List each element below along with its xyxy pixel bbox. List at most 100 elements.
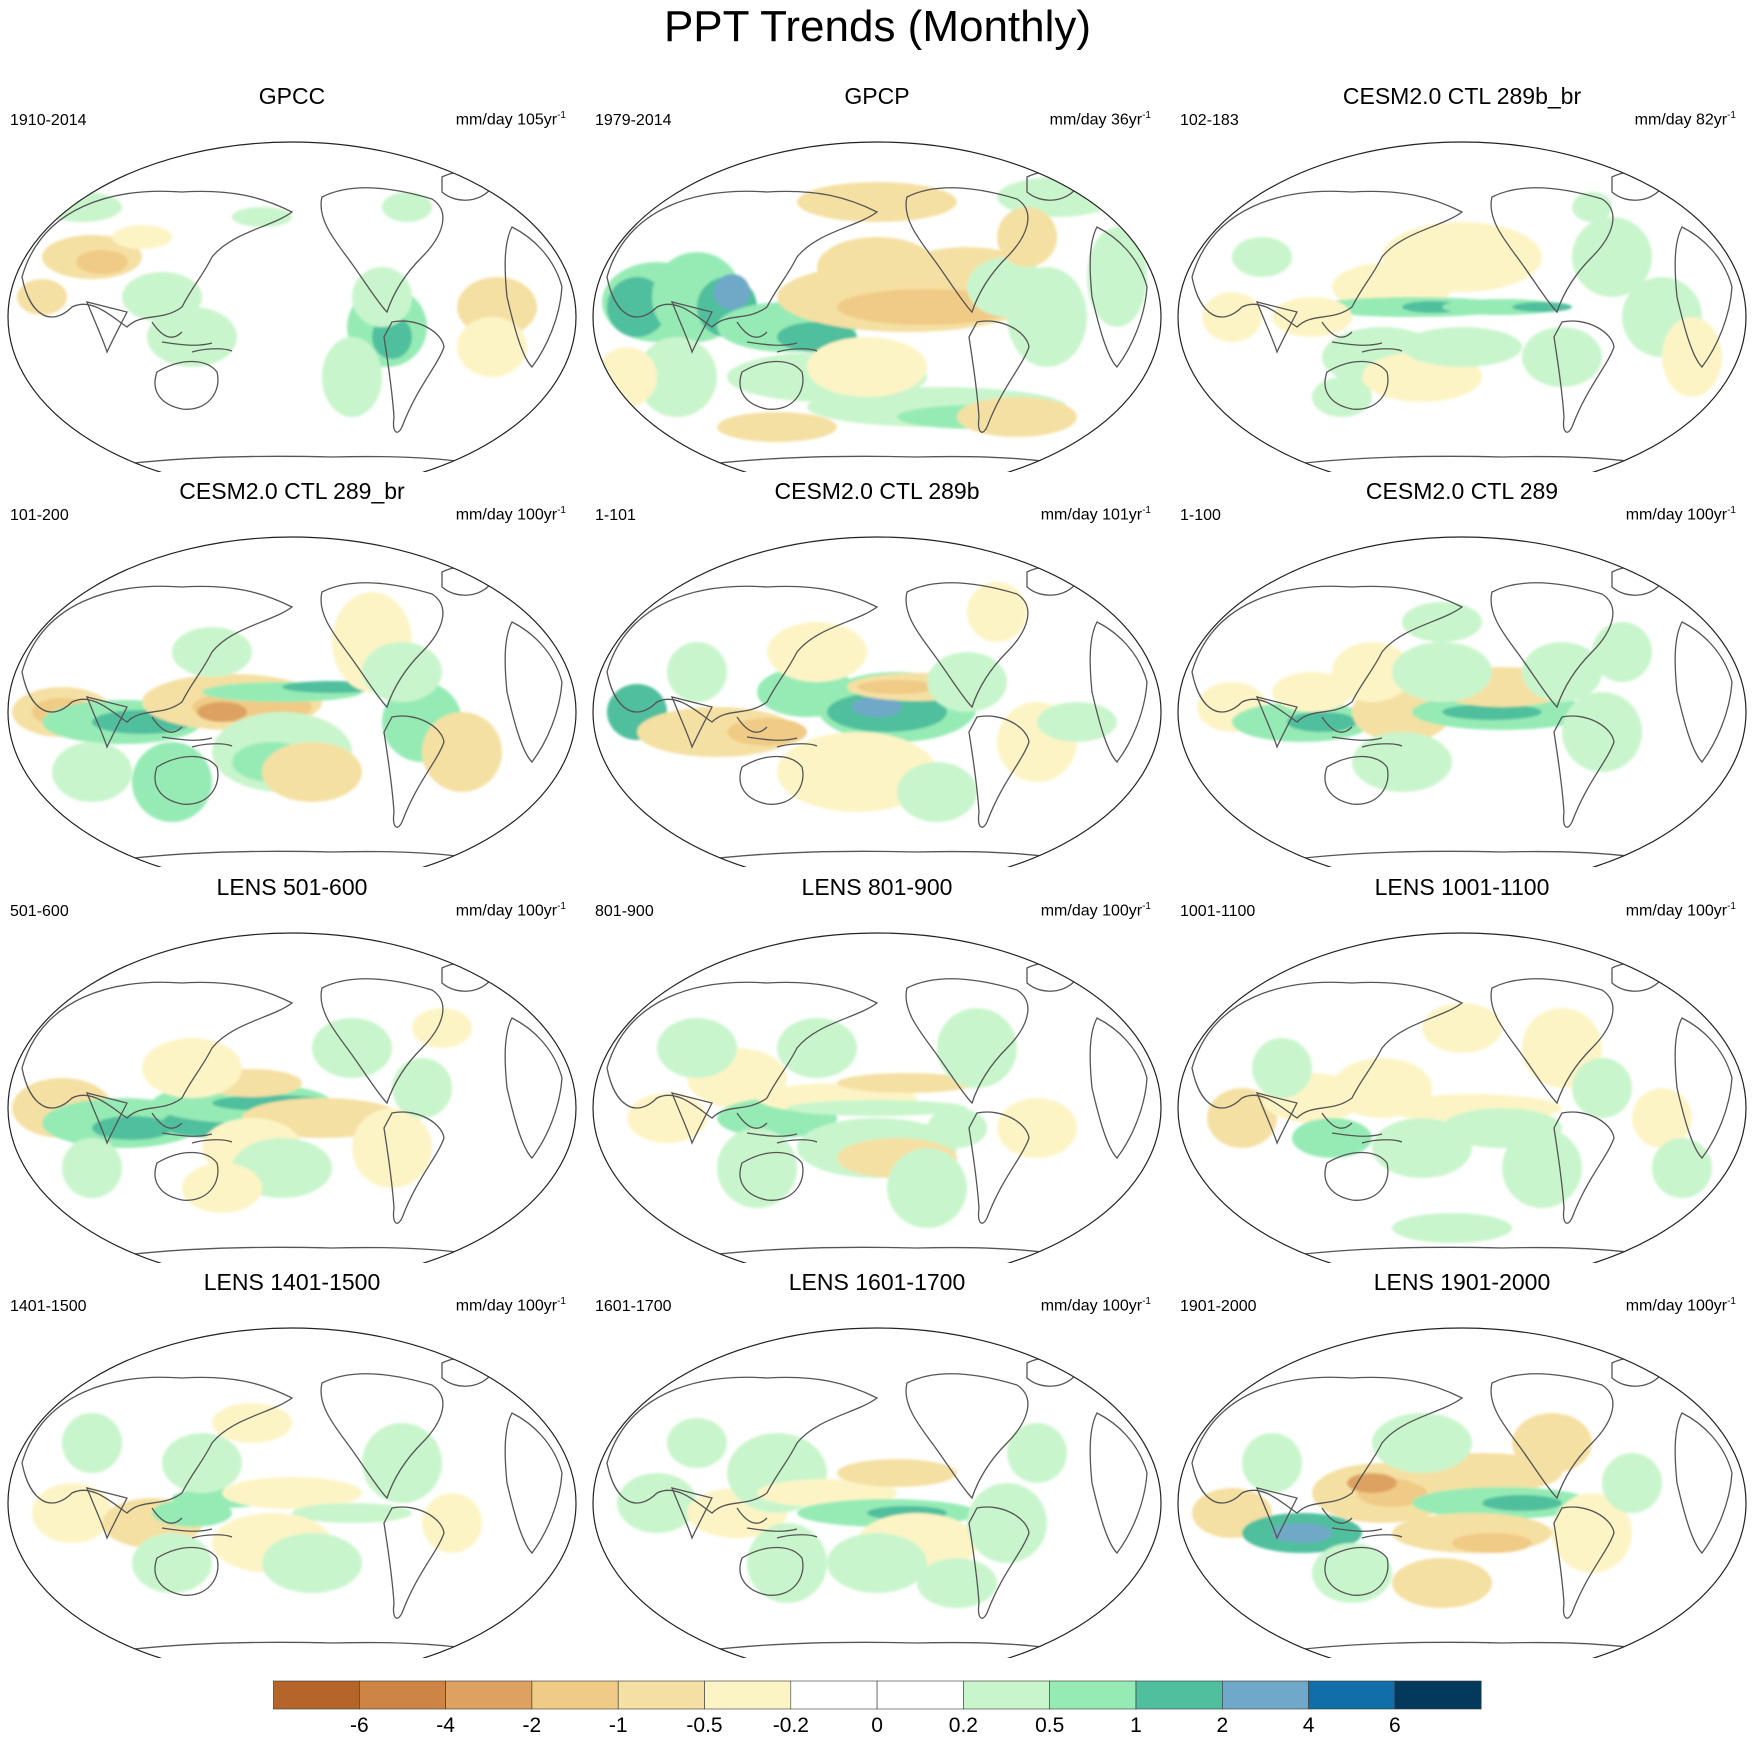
trend-region — [1522, 327, 1602, 387]
coastline — [1255, 1092, 1298, 1145]
units-exponent: -1 — [557, 901, 566, 912]
map-panel: LENS 1401-1500 1401-1500 mm/day 100yr-1 — [0, 1268, 584, 1658]
coastline — [1255, 696, 1298, 749]
coastline — [85, 696, 128, 749]
coastline — [670, 1487, 713, 1540]
map-border — [1177, 536, 1747, 867]
coastline — [504, 1017, 563, 1159]
coastline — [968, 1111, 1030, 1224]
world-map — [7, 1327, 577, 1658]
trend-region — [1602, 1453, 1662, 1513]
map-panel: GPCP 1979-2014 mm/day 36yr-1 — [585, 82, 1169, 472]
coastline — [736, 1112, 818, 1144]
coastline — [383, 1111, 445, 1224]
coastline — [1191, 585, 1464, 723]
trend-region — [957, 397, 1077, 437]
coastline — [21, 981, 294, 1119]
map-border — [1177, 1327, 1747, 1658]
trend-region — [717, 1128, 797, 1208]
trend-region — [457, 317, 527, 377]
map-border — [1177, 141, 1747, 472]
trend-region — [352, 267, 412, 327]
panel-period: 1-101 — [595, 507, 636, 524]
trend-region — [1632, 1088, 1692, 1148]
coastline — [151, 1112, 233, 1144]
coastline — [504, 226, 563, 368]
coastline — [1324, 1546, 1389, 1596]
map-panel: CESM2.0 CTL 289 1-100 mm/day 100yr-1 — [1170, 477, 1754, 867]
units-text: mm/day 101yr — [1040, 506, 1143, 524]
trend-region — [1272, 297, 1352, 337]
panel-units: mm/day 100yr-1 — [1626, 1296, 1736, 1315]
coastline — [606, 981, 879, 1119]
coastline — [736, 321, 818, 353]
trend-region — [1422, 1003, 1502, 1053]
coastline — [1553, 320, 1615, 433]
world-map — [1177, 536, 1747, 867]
panel-units: mm/day 105yr-1 — [456, 110, 566, 129]
colorbar-label: 0.2 — [949, 1714, 978, 1737]
trend-region — [292, 1503, 412, 1523]
trend-region — [857, 680, 937, 694]
trend-region — [222, 1477, 362, 1509]
panel-title: LENS 1401-1500 — [203, 1269, 381, 1295]
trend-region — [1372, 1413, 1472, 1473]
trend-region — [897, 762, 977, 822]
trend-region — [112, 225, 172, 249]
world-map — [1177, 932, 1747, 1263]
units-exponent: -1 — [1142, 1296, 1151, 1307]
coastline — [739, 755, 804, 805]
coastline — [383, 715, 445, 828]
trend-region — [1392, 1558, 1492, 1608]
panel-units: mm/day 100yr-1 — [1626, 901, 1736, 920]
coastline — [320, 582, 444, 709]
world-map — [592, 1327, 1162, 1658]
trend-region — [727, 718, 807, 746]
panel-period: 501-600 — [10, 903, 69, 920]
map-border — [7, 141, 577, 472]
units-text: mm/day 100yr — [1040, 1297, 1143, 1315]
panel-title: LENS 1601-1700 — [788, 1269, 966, 1295]
coastline — [1324, 755, 1389, 805]
colorbar-swatch — [359, 1680, 446, 1710]
trend-region — [827, 1533, 927, 1593]
map-border — [592, 536, 1162, 867]
coastline — [670, 301, 713, 354]
coastline — [1321, 1112, 1403, 1144]
coastline — [968, 1506, 1030, 1619]
colorbar-swatch — [1135, 1680, 1223, 1710]
panel-period: 102-183 — [1180, 112, 1239, 129]
trend-region — [1442, 704, 1542, 720]
coastline — [504, 1412, 563, 1554]
trend-region — [32, 1483, 112, 1543]
coastline — [968, 715, 1030, 828]
trend-region — [1347, 1473, 1397, 1493]
trend-region — [837, 1459, 957, 1487]
trend-region — [1037, 702, 1117, 742]
coastline — [739, 1546, 804, 1596]
trend-region — [62, 1138, 122, 1198]
map-border — [1177, 932, 1747, 1263]
panel-title: CESM2.0 CTL 289b — [774, 478, 980, 504]
coastline — [1089, 1412, 1148, 1554]
coastline — [1191, 1376, 1464, 1514]
units-text: mm/day 100yr — [1625, 902, 1728, 920]
coastline — [21, 1376, 294, 1514]
coastline — [85, 1092, 128, 1145]
coastline — [1255, 301, 1298, 354]
trend-region — [17, 279, 67, 315]
coastline — [1321, 321, 1403, 353]
world-map — [592, 932, 1162, 1263]
units-exponent: -1 — [1727, 110, 1736, 121]
units-text: mm/day 100yr — [1040, 902, 1143, 920]
coastline — [1321, 1507, 1403, 1539]
trend-region — [1292, 1118, 1372, 1158]
units-exponent: -1 — [1727, 1296, 1736, 1307]
colorbar-swatch — [1049, 1680, 1137, 1710]
map-border — [7, 1327, 577, 1658]
trend-region — [617, 1473, 697, 1533]
colorbar-label: -0.2 — [773, 1714, 809, 1737]
trend-region — [76, 250, 128, 274]
trend-region — [412, 1008, 472, 1048]
trend-region — [1252, 1038, 1312, 1098]
